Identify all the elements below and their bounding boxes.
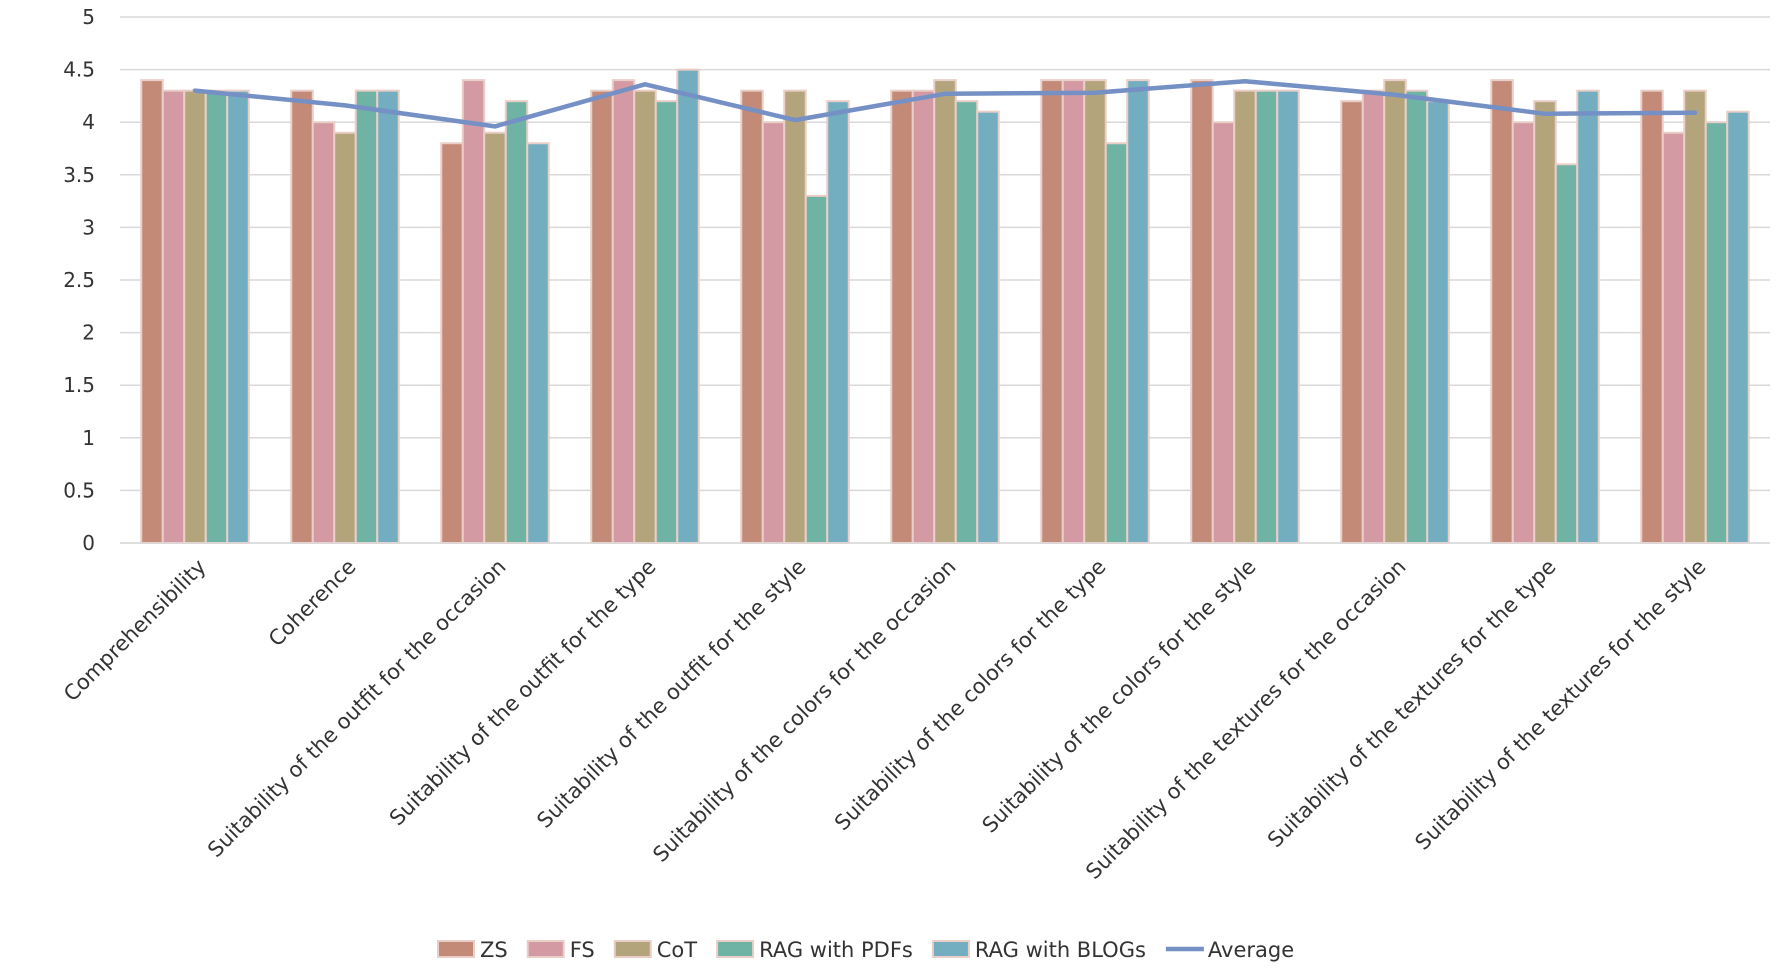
x-tick-label: Suitability of the outfit for the style	[532, 555, 810, 833]
bar-rag-with-blogs	[676, 68, 700, 544]
bar-cot	[1383, 79, 1407, 545]
bar-fs	[911, 89, 936, 544]
bar-rag-with-blogs	[1276, 89, 1300, 544]
bar-fs	[1661, 131, 1686, 544]
legend-swatch	[931, 940, 970, 958]
x-tick-label: Suitability of the outfit for the occasi…	[203, 555, 510, 862]
bar-rag-with-blogs	[1126, 79, 1150, 545]
bar-fs	[461, 79, 486, 545]
bar-rag-with-pdfs	[204, 89, 229, 544]
bar-zs	[1040, 79, 1064, 545]
bar-cot	[1683, 89, 1707, 544]
bar-rag-with-pdfs	[1704, 121, 1729, 544]
y-tick-label: 3.5	[63, 163, 95, 187]
bar-rag-with-pdfs	[354, 89, 379, 544]
bar-rag-with-pdfs	[954, 100, 979, 544]
bar-zs	[1190, 79, 1214, 545]
legend-swatch	[526, 940, 565, 958]
bar-cot	[1533, 100, 1557, 544]
x-tick-label: Suitability of the textures for the type	[1263, 555, 1561, 853]
y-tick-label: 4.5	[63, 58, 95, 82]
bar-rag-with-pdfs	[1554, 163, 1579, 544]
y-tick-label: 0	[82, 531, 95, 555]
bar-zs	[890, 89, 914, 544]
bar-fs	[611, 79, 636, 545]
legend-label: FS	[570, 938, 595, 962]
bar-fs	[161, 89, 186, 544]
bar-fs	[761, 121, 786, 544]
bar-zs	[740, 89, 764, 544]
bar-cot	[183, 89, 207, 544]
bar-zs	[440, 142, 464, 545]
bar-fs	[1361, 89, 1386, 544]
bar-zs	[290, 89, 314, 544]
bar-cot	[333, 131, 357, 544]
bar-cot	[1083, 79, 1107, 545]
bar-cot	[483, 131, 507, 544]
bar-fs	[1511, 121, 1536, 544]
y-tick-label: 3	[82, 215, 95, 239]
bar-rag-with-pdfs	[1104, 142, 1129, 545]
bar-zs	[1640, 89, 1664, 544]
bar-rag-with-blogs	[976, 110, 1000, 545]
y-tick-label: 0.5	[63, 478, 95, 502]
x-tick-label: Suitability of the colors for the type	[830, 555, 1111, 836]
legend-label: CoT	[657, 938, 698, 962]
bar-zs	[1490, 79, 1514, 545]
bar-rag-with-pdfs	[1254, 89, 1279, 544]
bar-rag-with-blogs	[1426, 100, 1450, 544]
bar-fs	[311, 121, 336, 544]
bar-rag-with-pdfs	[504, 100, 529, 544]
bar-rag-with-blogs	[1576, 89, 1600, 544]
x-tick-label: Suitability of the outfit for the type	[385, 555, 661, 831]
bar-fs	[1211, 121, 1236, 544]
x-tick-label: Suitability of the colors for the occasi…	[648, 555, 960, 867]
bar-rag-with-blogs	[376, 89, 400, 544]
bar-zs	[590, 89, 614, 544]
bar-cot	[633, 89, 657, 544]
legend-swatch	[437, 940, 475, 958]
x-tick-label: Coherence	[264, 555, 361, 652]
legend-swatch	[716, 940, 755, 958]
y-tick-label: 2.5	[63, 268, 95, 292]
x-tick-label: Comprehensibility	[59, 555, 210, 706]
bar-zs	[1340, 100, 1364, 544]
bar-rag-with-blogs	[826, 100, 850, 544]
bar-rag-with-blogs	[1726, 110, 1750, 545]
y-tick-label: 1.5	[63, 373, 95, 397]
y-tick-label: 4	[82, 110, 95, 134]
x-tick-label: Suitability of the colors for the style	[978, 555, 1261, 838]
y-tick-label: 1	[82, 426, 95, 450]
x-tick-label: Suitability of the textures for the occa…	[1081, 555, 1410, 884]
legend-label: RAG with BLOGs	[975, 938, 1146, 962]
average-line	[192, 78, 1698, 129]
legend-label: Average	[1208, 938, 1294, 962]
bar-rag-with-blogs	[526, 142, 550, 545]
legend-label: ZS	[480, 938, 508, 962]
bar-cot	[783, 89, 807, 544]
legend: ZS FS CoT RAG with PDFs RAG with BLOGs Averag…	[437, 938, 1294, 962]
y-tick-label: 2	[82, 321, 95, 345]
bar-rag-with-pdfs	[654, 100, 679, 544]
x-tick-label: Suitability of the textures for the styl…	[1411, 555, 1711, 855]
bar-rag-with-pdfs	[1404, 89, 1429, 544]
bar-rag-with-pdfs	[804, 194, 829, 544]
bar-rag-with-blogs	[226, 89, 250, 544]
y-tick-label: 5	[82, 5, 95, 29]
legend-swatch	[613, 940, 652, 958]
legend-label: RAG with PDFs	[759, 938, 913, 962]
bar-cot	[1233, 89, 1257, 544]
bar-cot	[933, 79, 957, 545]
bar-fs	[1061, 79, 1086, 545]
bar-zs	[140, 79, 164, 545]
